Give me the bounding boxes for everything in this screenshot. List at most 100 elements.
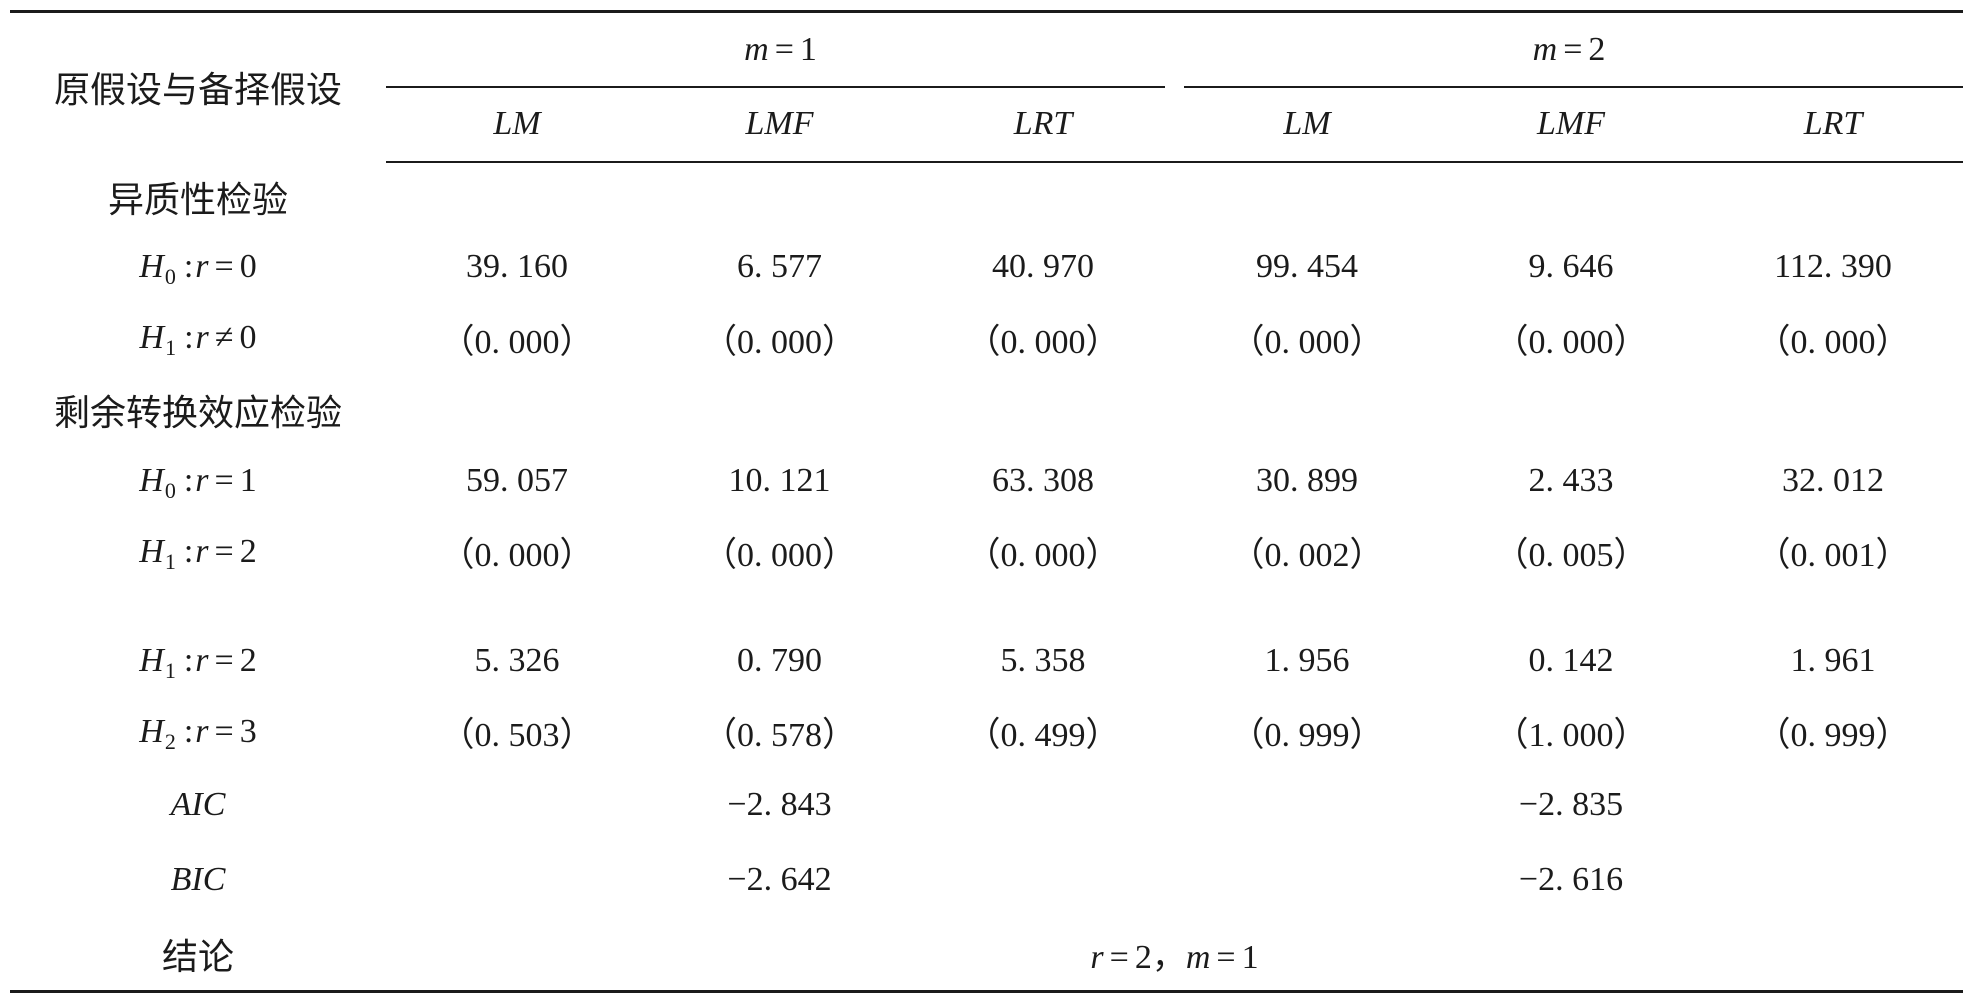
table-row: H0:r = 1 59. 057 10. 121 63. 308 30. 899 2… bbox=[10, 446, 1963, 517]
group-variable: m bbox=[744, 30, 769, 68]
cell-m2-lmf: −2. 616 bbox=[1518, 860, 1624, 898]
cell-m1-lrt bbox=[911, 768, 1175, 842]
cell-m1-lmf: −2. 642 bbox=[727, 860, 832, 898]
hypothesis-variable: r bbox=[195, 532, 209, 570]
hypothesis-value: 1 bbox=[239, 462, 257, 499]
cell-m2-lm: （0. 002） bbox=[1230, 537, 1384, 574]
cell-m2-lrt: 32. 012 bbox=[1782, 462, 1884, 499]
hypothesis-symbol: H bbox=[139, 248, 164, 285]
table-row: H2:r = 3 （0. 503） （0. 578） （0. 499） （0. 99… bbox=[10, 696, 1963, 768]
hypothesis-subscript: 0 bbox=[164, 264, 176, 289]
criterion-label: BIC bbox=[170, 860, 226, 898]
hypothesis-relation: ≠ bbox=[214, 319, 234, 356]
cell-m1-lrt: （0. 000） bbox=[966, 323, 1120, 361]
cell-m2-lrt: （0. 000） bbox=[1756, 323, 1910, 361]
hypothesis-variable: r bbox=[195, 319, 209, 356]
test-results-table: 原假设与备择假设 m = 1 m = 2 LM LMF LRT LM LMF LRT 异… bbox=[10, 10, 1963, 993]
conclusion-r-value: 2 bbox=[1134, 939, 1152, 977]
hypothesis-subscript: 0 bbox=[164, 478, 176, 503]
col-header-m2-lm: LM bbox=[1175, 86, 1439, 163]
hypothesis-symbol: H bbox=[139, 319, 165, 356]
section-label: 剩余转换效应检验 bbox=[53, 392, 342, 434]
section-empty bbox=[386, 374, 1963, 446]
col-header-m2-lrt: LRT bbox=[1703, 86, 1963, 163]
col-header-m1-lm: LM bbox=[386, 86, 648, 163]
hypothesis-value: 2 bbox=[239, 532, 257, 570]
cell-m1-lrt: 5. 358 bbox=[1000, 641, 1086, 679]
cell-m1-lrt: （0. 000） bbox=[966, 537, 1120, 574]
hypothesis-colon: : bbox=[183, 248, 194, 285]
hypothesis-value: 3 bbox=[239, 712, 257, 750]
hypothesis-relation: = bbox=[214, 641, 234, 679]
hypothesis-symbol: H bbox=[139, 641, 164, 679]
cell-m1-lm: （0. 000） bbox=[440, 323, 594, 361]
cell-m2-lmf: （0. 005） bbox=[1494, 537, 1648, 574]
cell-m1-lrt: （0. 499） bbox=[966, 717, 1120, 754]
hypothesis-label: H2:r = 3 bbox=[10, 696, 386, 768]
cell-m1-lm: 5. 326 bbox=[474, 641, 560, 679]
header-row-stats: LM LMF LRT LM LMF LRT bbox=[10, 86, 1963, 163]
hypothesis-symbol: H bbox=[139, 532, 164, 570]
cell-m2-lm: 30. 899 bbox=[1256, 462, 1358, 499]
cell-m2-lrt: 112. 390 bbox=[1774, 248, 1892, 285]
conclusion-m-relation: = bbox=[1216, 939, 1236, 977]
hypothesis-relation: = bbox=[214, 532, 234, 570]
header-row-groups: 原假设与备择假设 m = 1 m = 2 bbox=[10, 12, 1963, 111]
criterion-row-bic: BIC −2. 642 −2. 616 bbox=[10, 842, 1963, 918]
cell-m2-lm: （0. 999） bbox=[1230, 717, 1384, 754]
cell-m1-lm: （0. 503） bbox=[440, 717, 594, 754]
spacer-cell bbox=[10, 587, 1963, 626]
col-header-m1-lmf: LMF bbox=[648, 86, 911, 163]
hypothesis-value: 0 bbox=[239, 319, 257, 356]
cell-m1-lm: 39. 160 bbox=[466, 248, 568, 285]
cell-m1-lmf: （0. 578） bbox=[703, 717, 856, 754]
conclusion-m-variable: m bbox=[1185, 939, 1211, 977]
cell-m1-lmf: 0. 790 bbox=[737, 641, 822, 679]
cell-m1-lmf: （0. 000） bbox=[703, 537, 856, 574]
cell-m2-lrt: （0. 001） bbox=[1756, 537, 1910, 574]
hypothesis-variable: r bbox=[195, 712, 209, 750]
spacer-row bbox=[10, 587, 1963, 626]
hypothesis-label: H1:r = 2 bbox=[10, 517, 386, 587]
hypothesis-variable: r bbox=[195, 248, 209, 285]
cell-m2-lmf: （1. 000） bbox=[1494, 717, 1648, 754]
cell-m2-lmf: −2. 835 bbox=[1518, 785, 1624, 823]
hypothesis-subscript: 1 bbox=[164, 548, 176, 574]
hypothesis-relation: = bbox=[214, 712, 234, 750]
hypothesis-subscript: 2 bbox=[164, 728, 176, 754]
hypothesis-subscript: 1 bbox=[165, 335, 177, 360]
hypothesis-label: H1:r = 2 bbox=[10, 626, 386, 696]
hypothesis-symbol: H bbox=[139, 712, 164, 750]
hypothesis-colon: : bbox=[184, 319, 194, 356]
cell-m1-lm: （0. 000） bbox=[440, 537, 594, 574]
criterion-label: AIC bbox=[170, 785, 226, 823]
group-value: 1 bbox=[799, 30, 817, 68]
cell-m1-lrt: 40. 970 bbox=[992, 248, 1094, 285]
cell-m2-lrt: （0. 999） bbox=[1756, 717, 1910, 754]
conclusion-label: 结论 bbox=[161, 936, 234, 978]
group-relation: = bbox=[774, 30, 794, 68]
hypothesis-relation: = bbox=[214, 462, 234, 499]
section-row-heterogeneity: 异质性检验 bbox=[10, 162, 1963, 232]
cell-m1-lm: 59. 057 bbox=[466, 462, 568, 499]
cell-m1-lrt: 63. 308 bbox=[992, 462, 1094, 499]
cell-m2-lm: 99. 454 bbox=[1256, 248, 1358, 285]
table-row: H0:r = 0 39. 160 6. 577 40. 970 99. 454 9.… bbox=[10, 232, 1963, 303]
hypothesis-relation: = bbox=[214, 248, 234, 285]
col-header-m2-lmf: LMF bbox=[1439, 86, 1703, 163]
cell-m1-lrt bbox=[911, 842, 1175, 918]
cell-m1-lmf: −2. 843 bbox=[727, 785, 832, 823]
criterion-row-aic: AIC −2. 843 −2. 835 bbox=[10, 768, 1963, 842]
section-empty bbox=[386, 162, 1963, 232]
conclusion-r-variable: r bbox=[1090, 939, 1104, 977]
cell-m2-lrt bbox=[1703, 768, 1963, 842]
group-header-m1: m = 1 bbox=[386, 12, 1175, 87]
cell-m2-lm bbox=[1175, 768, 1439, 842]
cell-m1-lmf: 6. 577 bbox=[737, 248, 822, 285]
table-row: H1:r = 2 （0. 000） （0. 000） （0. 000） （0. 00… bbox=[10, 517, 1963, 587]
cell-m2-lmf: 2. 433 bbox=[1528, 462, 1614, 499]
hypothesis-colon: : bbox=[183, 712, 194, 750]
group-value: 2 bbox=[1588, 30, 1606, 68]
hypothesis-symbol: H bbox=[139, 462, 164, 499]
hypothesis-subscript: 1 bbox=[164, 657, 176, 683]
